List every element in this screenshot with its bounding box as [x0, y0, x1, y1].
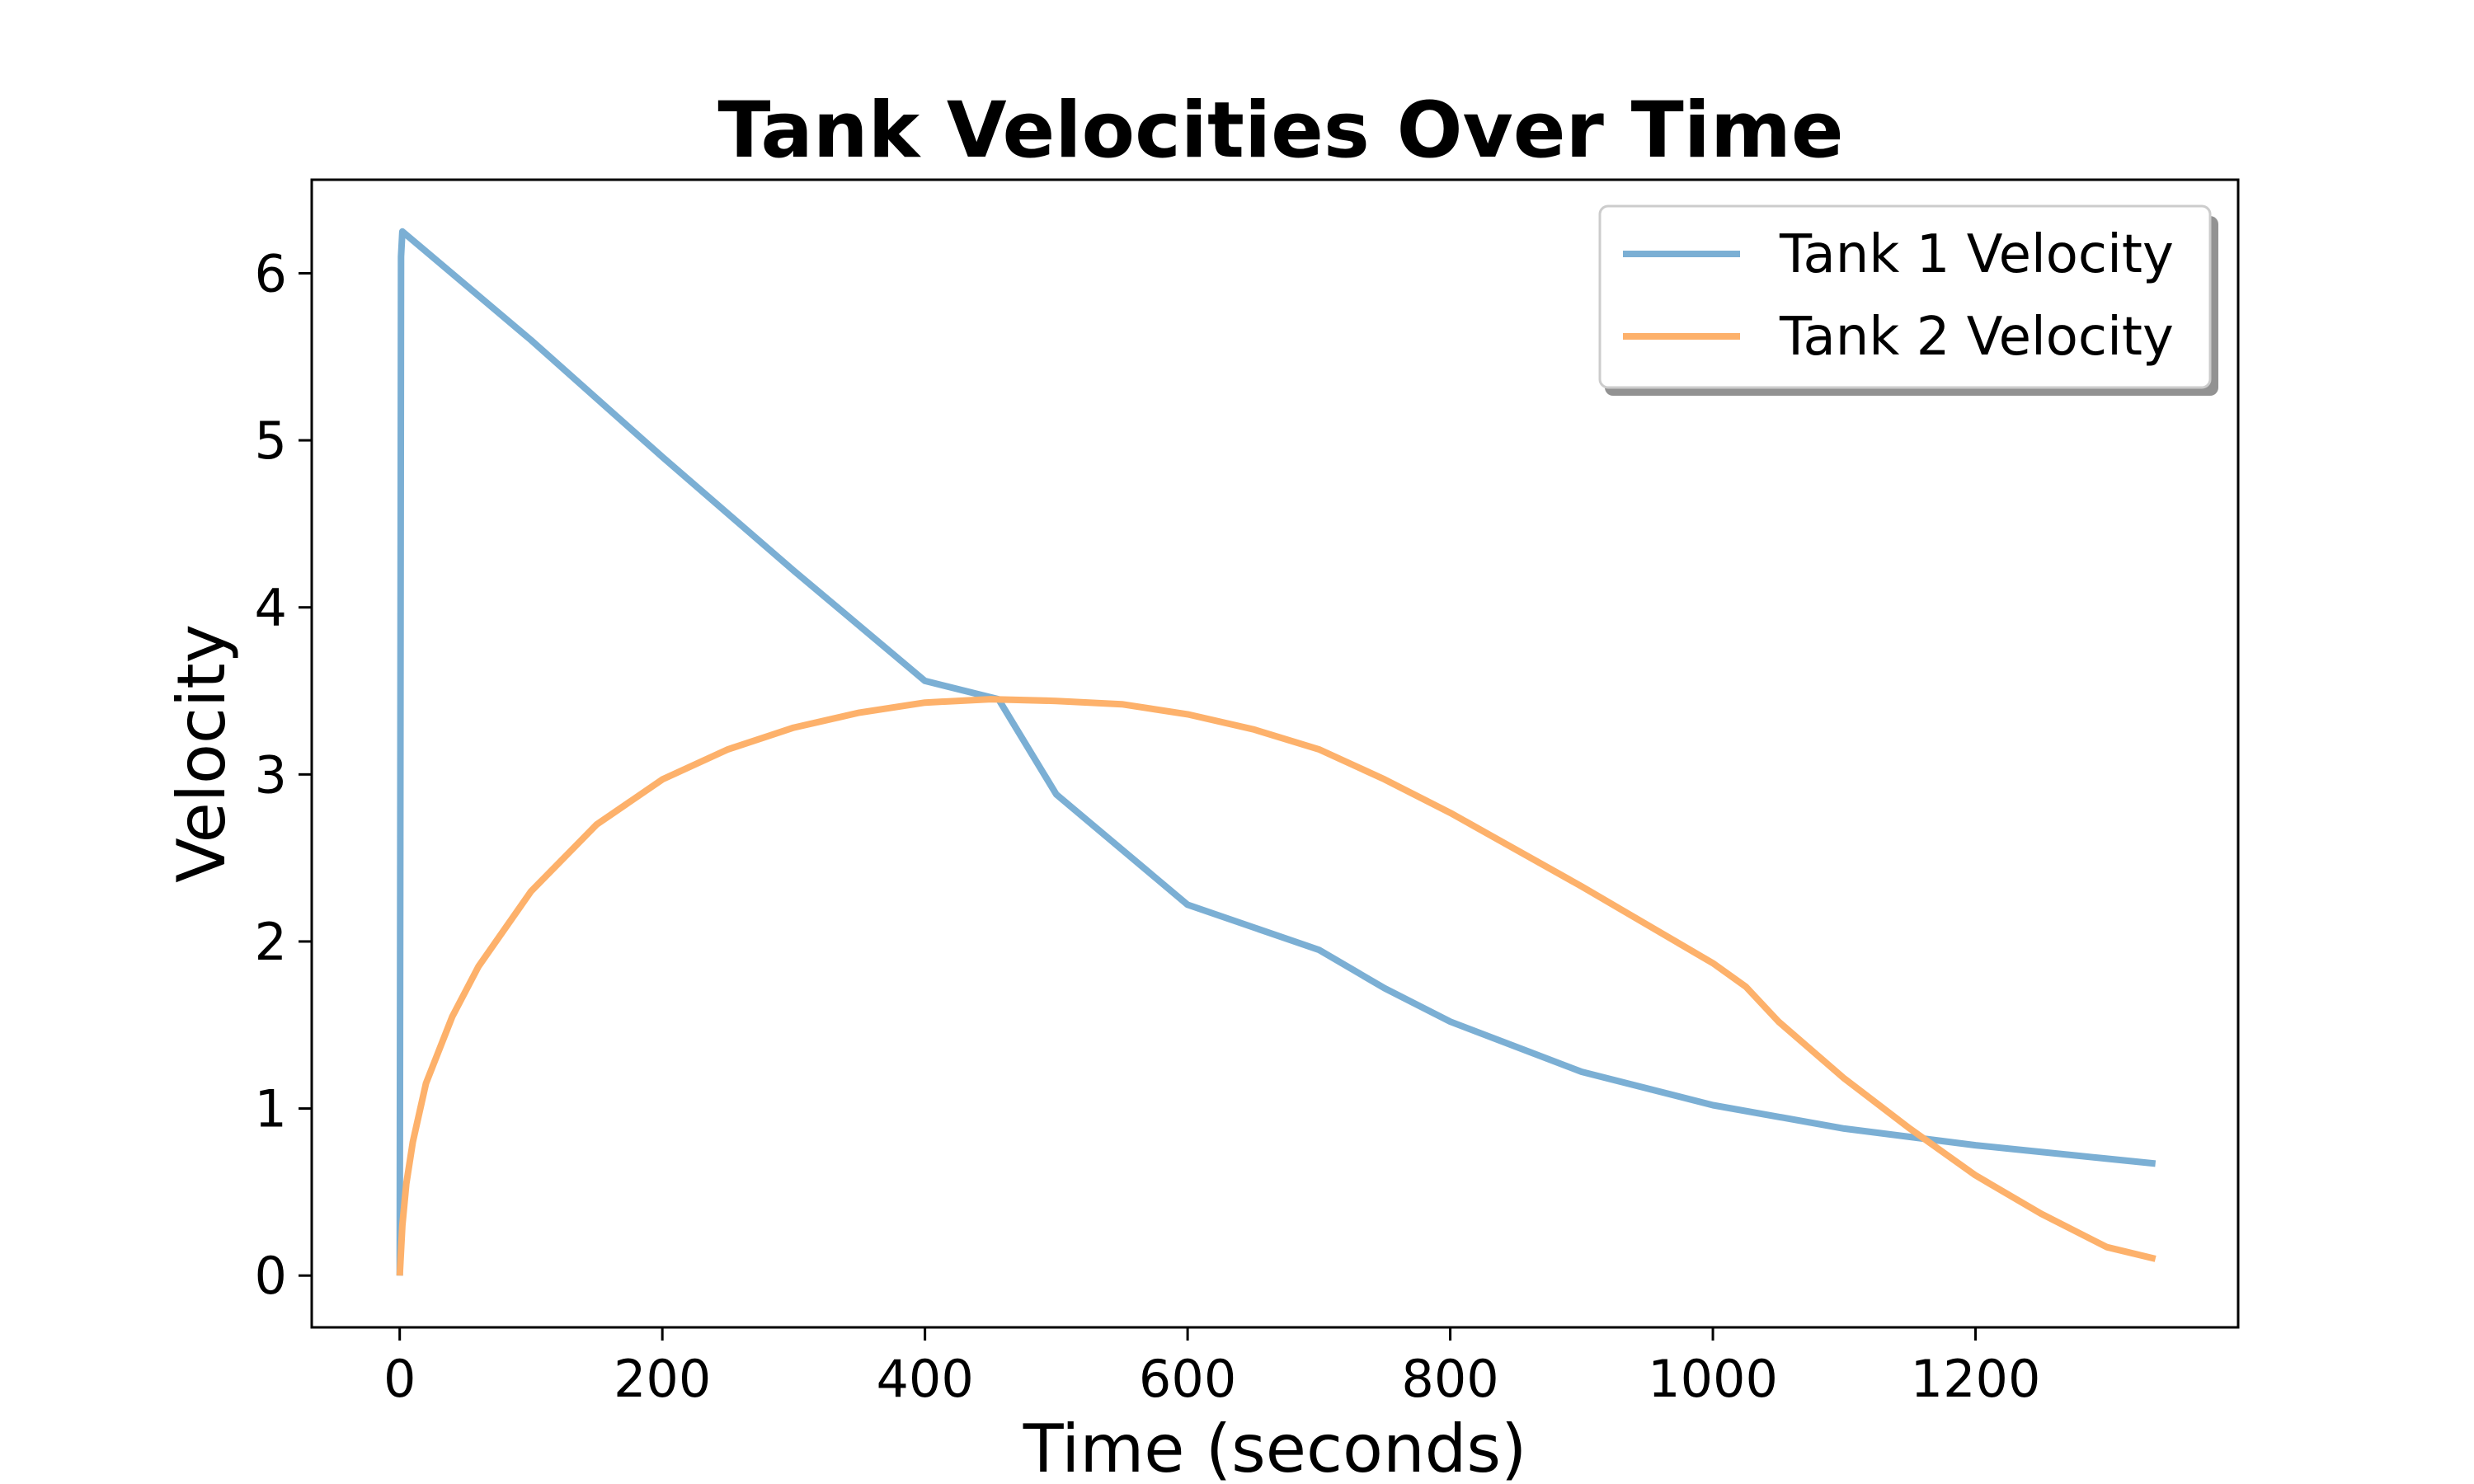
series-line-tank-2	[396, 696, 2157, 1276]
y-tick-label: 6	[255, 243, 287, 303]
y-axis-ticks: 0 1 2 3 4 5 6	[255, 243, 312, 1306]
legend: Tank 1 Velocity Tank 2 Velocity	[1598, 204, 2218, 396]
plot-lines	[396, 228, 2157, 1276]
y-tick-label: 0	[255, 1246, 287, 1306]
y-tick-label: 1	[255, 1079, 287, 1139]
plot-frame	[310, 178, 2240, 1329]
series-line-tank-1	[396, 228, 2157, 1276]
x-tick-label: 0	[383, 1349, 416, 1409]
legend-label-tank-2: Tank 2 Velocity	[1779, 307, 2174, 368]
x-axis-ticks: 0 200 400 600 800 1000 1200	[383, 1327, 2040, 1409]
y-tick-label: 4	[255, 578, 287, 638]
chart-title: Tank Velocities Over Time	[717, 86, 1843, 176]
x-tick-label: 1000	[1648, 1349, 1778, 1409]
x-tick-label: 1200	[1911, 1349, 2041, 1409]
x-axis-label: Time (seconds)	[1023, 1411, 1527, 1484]
x-tick-label: 200	[614, 1349, 711, 1409]
y-axis-label: Velocity	[163, 624, 240, 883]
legend-items: Tank 1 Velocity Tank 2 Velocity	[1623, 224, 2174, 368]
x-tick-label: 400	[876, 1349, 973, 1409]
legend-label-tank-1: Tank 1 Velocity	[1779, 224, 2174, 285]
y-tick-label: 5	[255, 411, 287, 471]
y-tick-label: 3	[255, 744, 287, 805]
x-tick-label: 600	[1139, 1349, 1236, 1409]
legend-box	[1598, 204, 2212, 389]
y-tick-label: 2	[255, 912, 287, 972]
x-tick-label: 800	[1401, 1349, 1498, 1409]
